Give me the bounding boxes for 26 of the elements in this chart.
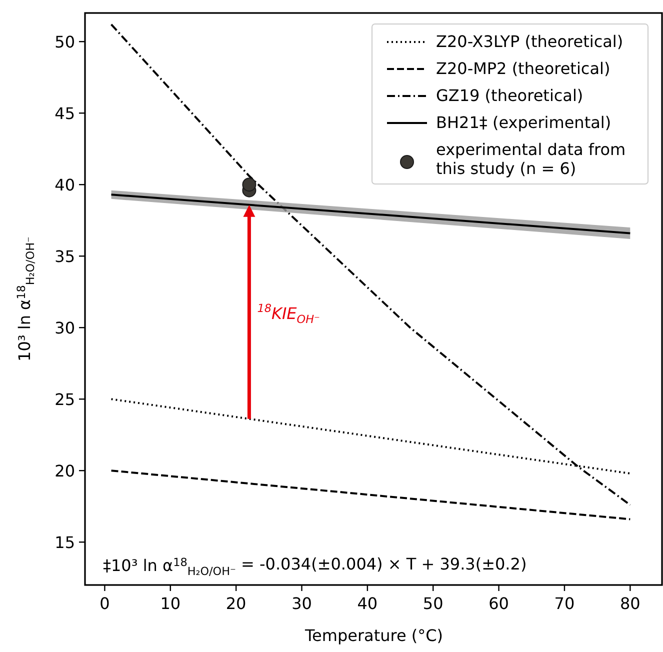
x-tick-label: 20 [226, 594, 246, 613]
legend-label: experimental data from this study (n = 6) [436, 140, 626, 178]
y-tick-label: 15 [54, 533, 75, 552]
x-axis-title: Temperature (°C) [304, 626, 444, 645]
x-tick-label: 80 [620, 594, 640, 613]
legend-label: GZ19 (theoretical) [436, 86, 584, 105]
y-tick-label: 30 [54, 318, 75, 338]
annotation: $^{18}$KIE$_{OH⁻}$ [257, 302, 320, 326]
legend-label: Z20-X3LYP (theoretical) [436, 32, 624, 51]
legend-label: BH21‡ (experimental) [436, 113, 612, 132]
y-tick-label: 50 [54, 32, 75, 52]
x-tick-label: 30 [292, 594, 312, 613]
annotation: ‡10³ ln α$^{18}$$_{H₂O/OH⁻}$ = -0.034(±0.004) × T + 39.3(±0.2) [103, 554, 527, 578]
y-tick-label: 40 [54, 176, 75, 195]
y-tick-label: 35 [54, 247, 75, 266]
y-tick-label: 25 [54, 390, 75, 410]
x-tick-label: 0 [100, 594, 110, 613]
x-tick-label: 10 [160, 594, 181, 613]
legend-label: Z20-MP2 (theoretical) [436, 59, 610, 78]
line-series [110, 23, 632, 506]
y-tick-label: 20 [54, 462, 75, 481]
x-tick-label: 60 [488, 594, 509, 613]
x-tick-label: 70 [554, 594, 575, 613]
x-tick-label: 40 [357, 594, 378, 613]
x-tick-label: 50 [422, 594, 444, 613]
y-tick-label: 45 [54, 104, 75, 124]
